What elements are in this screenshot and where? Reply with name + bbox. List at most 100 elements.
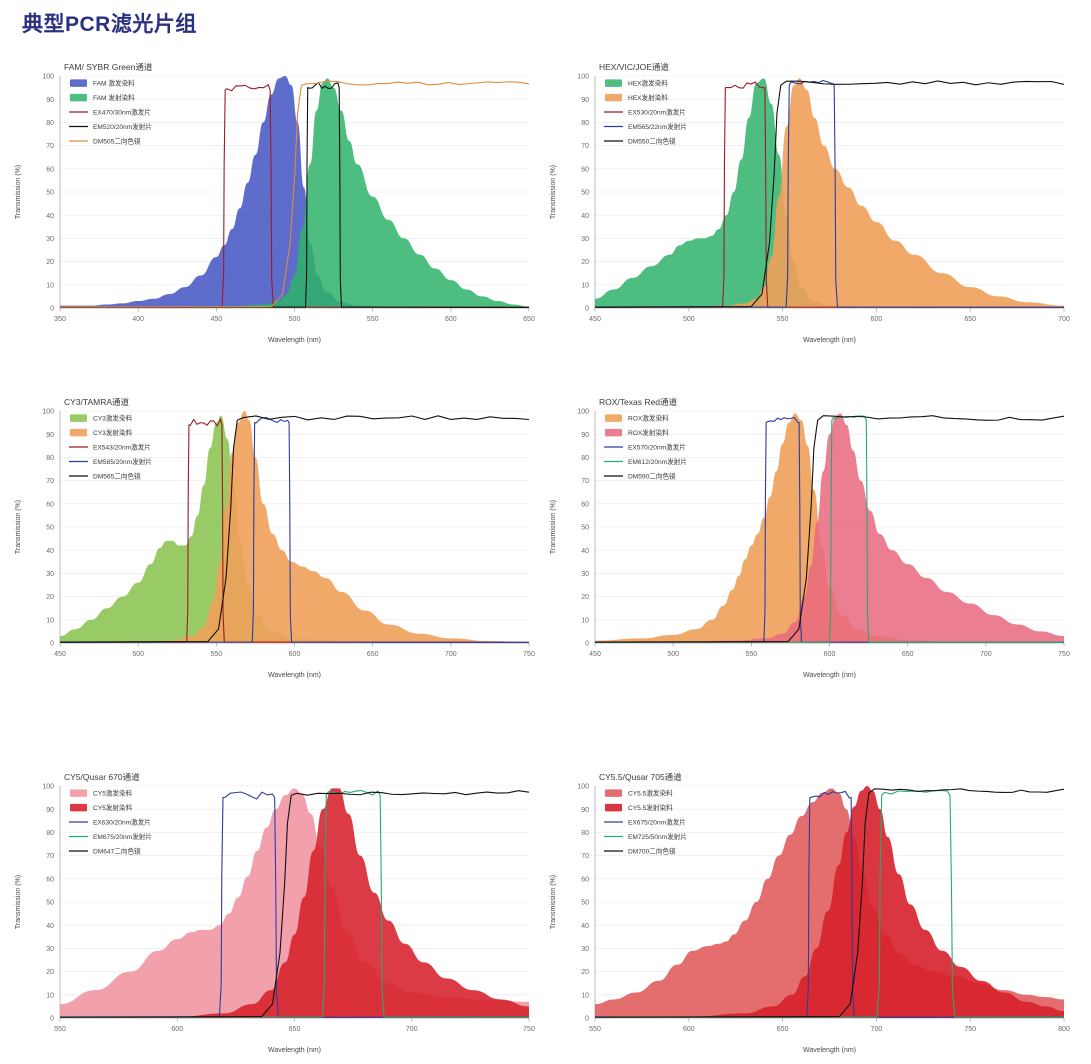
legend-item[interactable]: CY5发射染料 (70, 803, 133, 812)
legend-item[interactable]: DM647二向色镜 (69, 847, 141, 856)
legend-label: EX570/20nm激发片 (628, 443, 686, 452)
legend-swatch-icon (70, 789, 87, 797)
x-axis-label: Wavelength (nm) (803, 672, 856, 679)
y-tick-label: 0 (585, 1016, 589, 1023)
legend-item[interactable]: DM505二向色镜 (69, 137, 141, 146)
legend-item[interactable]: EX570/20nm激发片 (604, 443, 686, 452)
chart-legend: FAM 激发染料 FAM 发射染料 EX470/30nm激发片 EM520/20nm发… (69, 79, 152, 146)
y-axis-label: Transmission (%) (15, 165, 22, 219)
dye-spectrum-area (595, 78, 1064, 308)
y-tick-label: 90 (581, 432, 589, 439)
chart-legend: ROX激发染料 ROX发射染料 EX570/20nm激发片 EM612/20nm发射片… (604, 414, 687, 481)
y-tick-label: 40 (46, 213, 54, 220)
legend-item[interactable]: CY3发射染料 (70, 428, 133, 437)
y-tick-label: 60 (46, 166, 54, 173)
legend-label: FAM 发射染料 (93, 93, 135, 102)
dye-spectrum-area (595, 78, 1064, 308)
x-tick-label: 550 (54, 1026, 66, 1033)
x-axis-label: Wavelength (nm) (803, 1047, 856, 1054)
y-tick-label: 60 (581, 166, 589, 173)
legend-item[interactable]: ROX发射染料 (605, 428, 669, 437)
y-tick-label: 10 (581, 282, 589, 289)
legend-item[interactable]: EM565/22nm发射片 (604, 122, 687, 131)
x-axis-label: Wavelength (nm) (268, 337, 321, 344)
y-tick-label: 0 (50, 306, 54, 313)
x-tick-label: 700 (980, 651, 992, 658)
legend-item[interactable]: CY3激发染料 (70, 414, 133, 423)
legend-item[interactable]: FAM 激发染料 (70, 79, 135, 88)
x-tick-label: 650 (523, 316, 535, 323)
legend-item[interactable]: EM675/20nm发射片 (69, 832, 152, 841)
legend-item[interactable]: HEX发射染料 (605, 93, 668, 102)
legend-item[interactable]: DM550二向色镜 (604, 137, 676, 146)
legend-label: ROX激发染料 (628, 414, 669, 423)
legend-item[interactable]: EM612/20nm发射片 (604, 457, 687, 466)
y-tick-label: 60 (46, 501, 54, 508)
legend-label: DM565二向色镜 (93, 472, 141, 481)
x-tick-label: 700 (406, 1026, 418, 1033)
x-tick-label: 750 (523, 1026, 535, 1033)
legend-item[interactable]: DM590二向色镜 (604, 472, 676, 481)
y-tick-label: 60 (46, 876, 54, 883)
legend-item[interactable]: EX675/20nm激发片 (604, 818, 686, 827)
y-tick-label: 70 (581, 853, 589, 860)
y-tick-label: 50 (46, 900, 54, 907)
legend-item[interactable]: HEX激发染料 (605, 79, 668, 88)
legend-label: EX470/30nm激发片 (93, 108, 151, 117)
legend-item[interactable]: EM585/20nm发射片 (69, 457, 152, 466)
legend-item[interactable]: ROX激发染料 (605, 414, 669, 423)
x-tick-label: 500 (683, 316, 695, 323)
dye-spectrum-area (60, 788, 529, 1018)
legend-swatch-icon (605, 789, 622, 797)
legend-label: CY5发射染料 (93, 803, 133, 812)
legend-item[interactable]: CY5.5发射染料 (605, 803, 673, 812)
legend-item[interactable]: CY5.5激发染料 (605, 789, 673, 798)
legend-item[interactable]: FAM 发射染料 (70, 93, 135, 102)
legend-item[interactable]: EX630/20nm激发片 (69, 818, 151, 827)
chart-panel-rox-texas-red: ROX/Texas Red通道 0 10 20 30 40 50 60 70 80 90 100 450… (543, 395, 1078, 685)
dye-spectrum-area (595, 786, 1064, 1018)
legend-item[interactable]: DM700二向色镜 (604, 847, 676, 856)
bandpass-filter-curve (594, 416, 1065, 643)
legend-label: DM550二向色镜 (628, 137, 676, 146)
y-tick-label: 70 (46, 478, 54, 485)
x-tick-label: 550 (210, 651, 222, 658)
legend-item[interactable]: EX530/20nm激发片 (604, 108, 686, 117)
bandpass-filter-curve (59, 417, 530, 643)
legend-item[interactable]: EM520/20nm发射片 (69, 122, 152, 131)
x-tick-label: 750 (523, 651, 535, 658)
bandpass-filter-curve (594, 81, 1065, 308)
bandpass-filter-curve (59, 790, 530, 1018)
y-tick-label: 10 (46, 992, 54, 999)
legend-label: CY5激发染料 (93, 789, 133, 798)
x-tick-label: 750 (1058, 651, 1070, 658)
legend-item[interactable]: EX470/30nm激发片 (69, 108, 151, 117)
legend-label: EM585/20nm发射片 (93, 457, 152, 466)
legend-item[interactable]: CY5激发染料 (70, 789, 133, 798)
y-axis-label: Transmission (%) (550, 875, 557, 929)
y-tick-label: 90 (581, 807, 589, 814)
chart-legend: HEX激发染料 HEX发射染料 EX530/20nm激发片 EM565/22nm发射片… (604, 79, 687, 146)
y-tick-label: 90 (46, 97, 54, 104)
legend-item[interactable]: DM565二向色镜 (69, 472, 141, 481)
y-tick-label: 80 (46, 120, 54, 127)
chart-panel-hex-vic-joe: HEX/VIC/JOE通道 0 10 20 30 40 50 60 70 80 90 100 450 50… (543, 60, 1078, 350)
y-tick-label: 100 (42, 409, 54, 416)
legend-label: FAM 激发染料 (93, 79, 135, 88)
y-tick-label: 100 (42, 784, 54, 791)
y-tick-label: 30 (46, 946, 54, 953)
y-tick-label: 40 (581, 923, 589, 930)
chart-title: CY3/TAMRA通道 (64, 397, 130, 407)
legend-label: EM565/22nm发射片 (628, 122, 687, 131)
y-tick-label: 20 (581, 969, 589, 976)
x-tick-label: 550 (589, 1026, 601, 1033)
legend-item[interactable]: EM725/50nm发射片 (604, 832, 687, 841)
y-tick-label: 60 (581, 501, 589, 508)
dye-spectrum-area (60, 788, 529, 1018)
dye-spectrum-area (595, 788, 1064, 1018)
legend-swatch-icon (70, 803, 87, 812)
bandpass-filter-curve (59, 417, 530, 643)
x-tick-label: 700 (445, 651, 457, 658)
legend-item[interactable]: EX543/20nm激发片 (69, 443, 151, 452)
x-tick-label: 550 (745, 651, 757, 658)
